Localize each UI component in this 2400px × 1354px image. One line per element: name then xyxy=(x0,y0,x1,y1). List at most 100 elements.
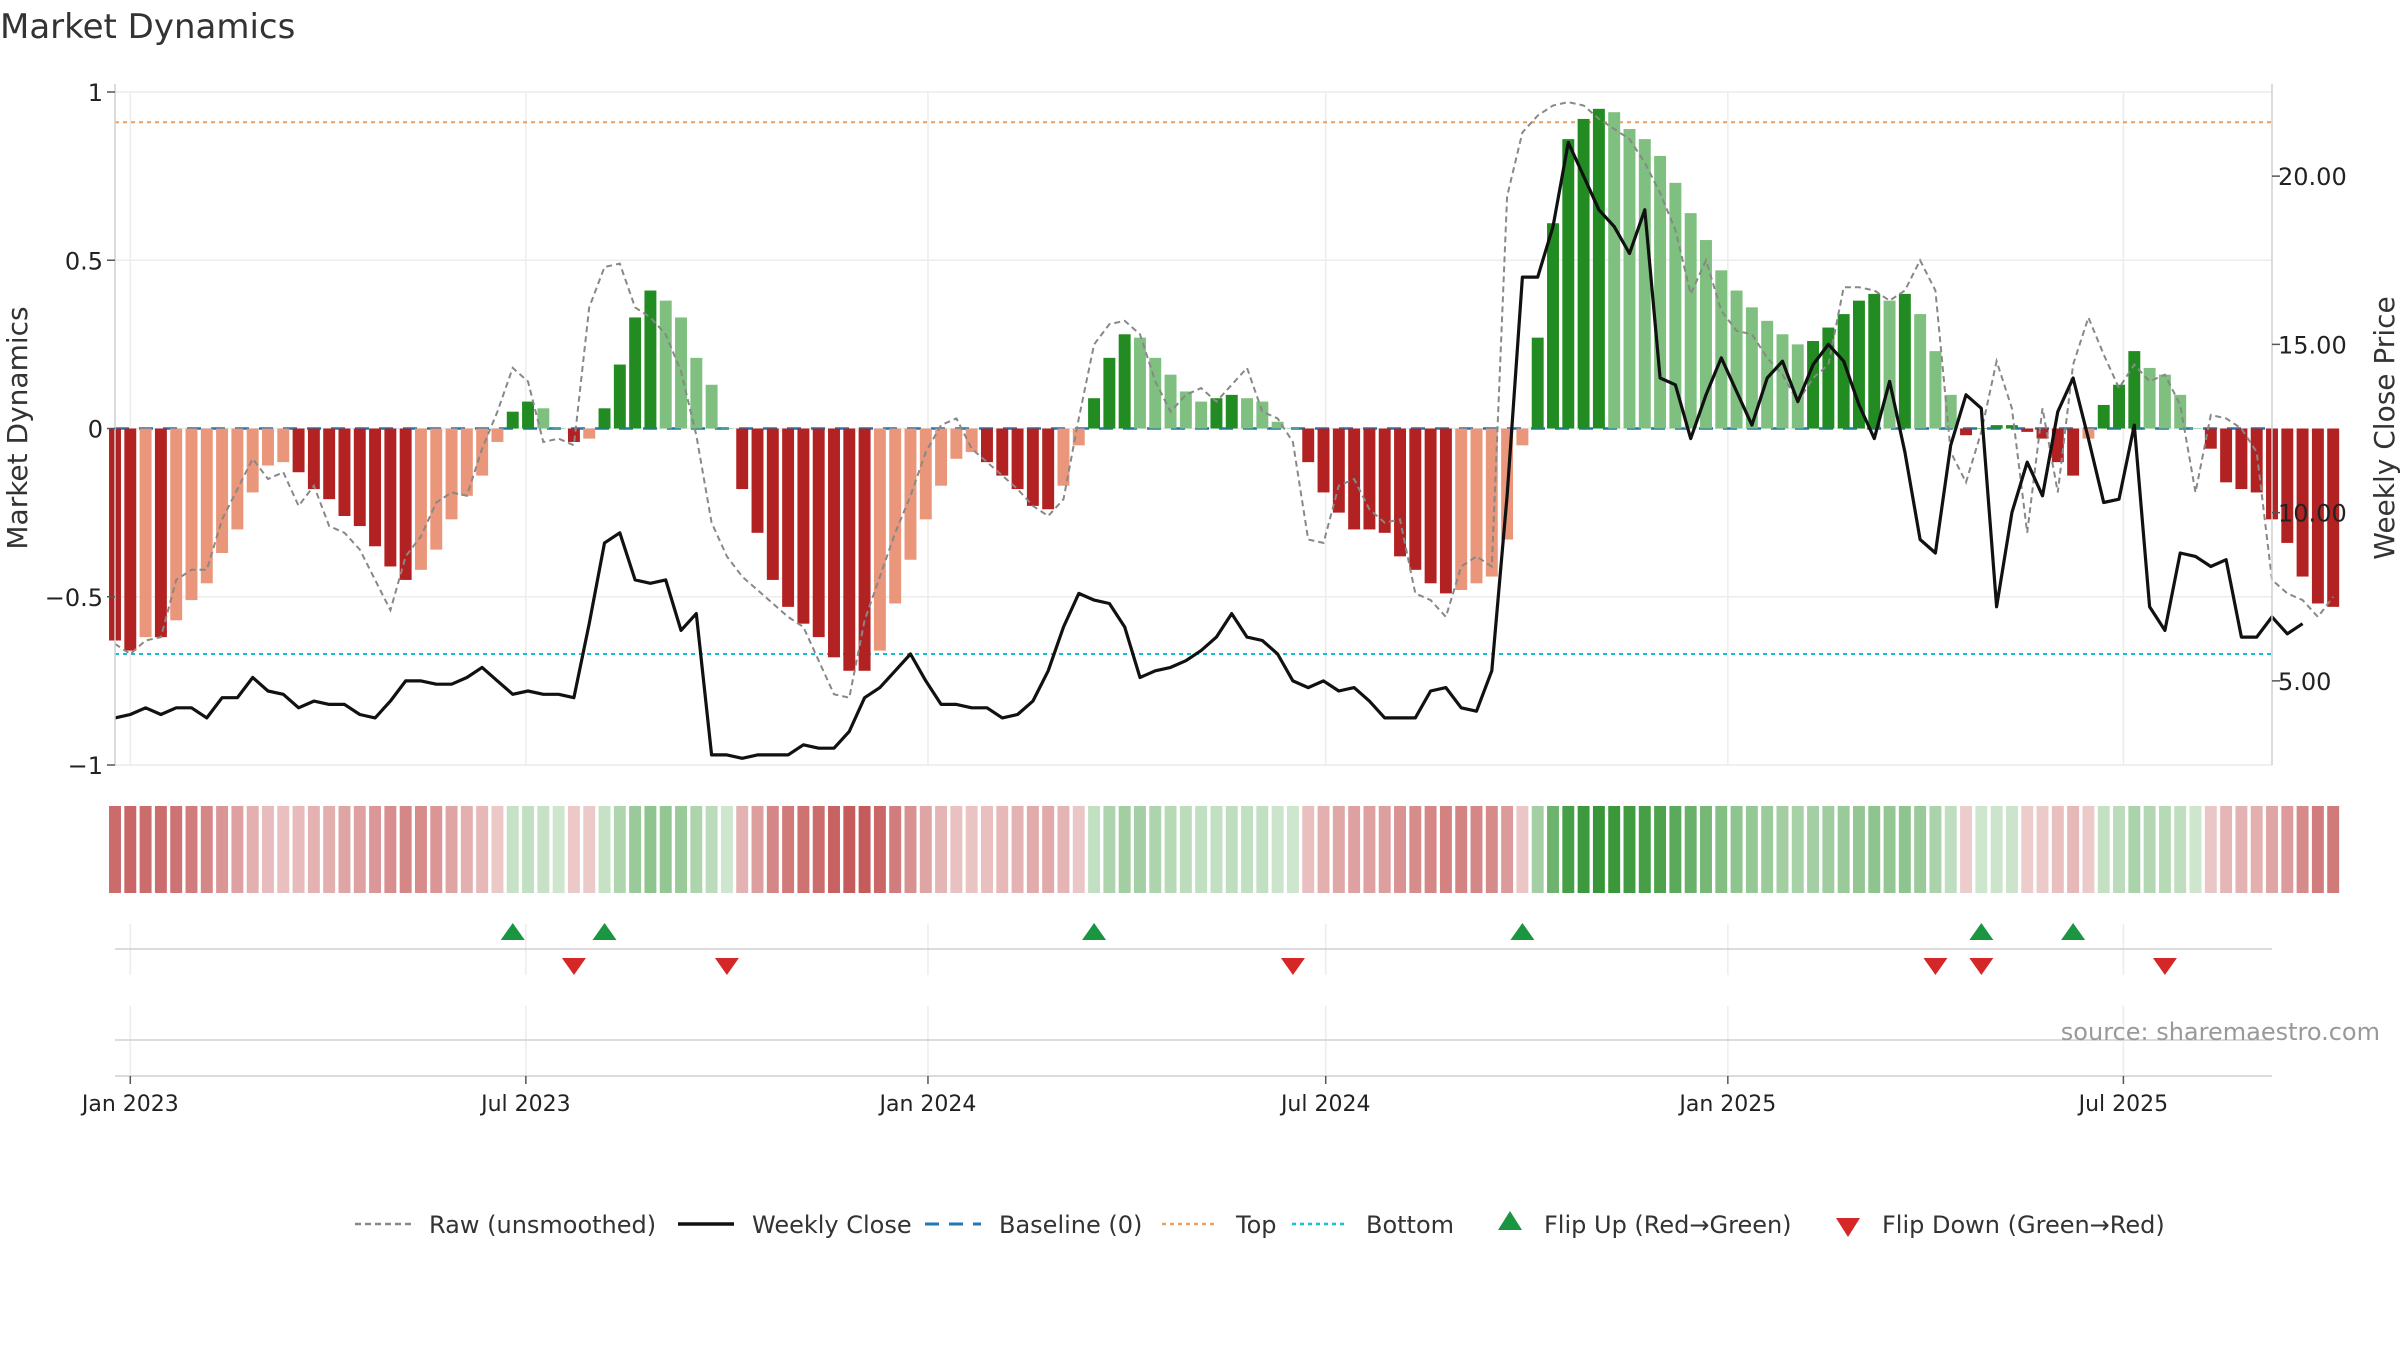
bar xyxy=(460,428,473,496)
bar xyxy=(2113,384,2125,429)
regime-cell xyxy=(1868,806,1881,893)
bar xyxy=(690,357,703,429)
flip-up-marker xyxy=(1510,923,1535,940)
bar xyxy=(445,428,458,520)
regime-cell xyxy=(522,806,535,893)
regime-cell xyxy=(1944,806,1957,893)
regime-cell xyxy=(690,806,703,893)
bar xyxy=(659,300,672,429)
regime-cell xyxy=(1256,806,1269,893)
bar xyxy=(2021,428,2034,432)
regime-cell xyxy=(1562,806,1575,893)
bar xyxy=(1241,398,1254,429)
regime-cell xyxy=(889,806,902,893)
regime-cell xyxy=(277,806,290,893)
regime-cell xyxy=(1776,806,1789,893)
regime-cell xyxy=(2204,806,2217,893)
bar xyxy=(1868,293,1881,429)
regime-cell xyxy=(1516,806,1529,893)
bar xyxy=(644,290,657,429)
bar xyxy=(1654,155,1667,429)
legend-item: Flip Down (Green→Red) xyxy=(1836,1211,2165,1239)
bar xyxy=(200,428,213,584)
regime-cell xyxy=(1501,806,1514,893)
bar xyxy=(1317,428,1330,493)
regime-cell xyxy=(919,806,932,893)
regime-cell xyxy=(1424,806,1437,893)
regime-cell xyxy=(2189,806,2202,893)
reference-lines xyxy=(115,121,2272,655)
regime-cell xyxy=(460,806,473,893)
bar xyxy=(1424,428,1437,584)
bar xyxy=(1210,398,1223,429)
regime-cell xyxy=(1791,806,1804,893)
bar xyxy=(2143,367,2156,429)
regime-cell xyxy=(1730,806,1743,893)
regime-cell xyxy=(414,806,427,893)
grid-layer xyxy=(115,91,2272,1076)
bar xyxy=(1608,112,1621,429)
regime-cell xyxy=(1317,806,1330,893)
weekly-close-line xyxy=(114,140,2304,760)
regime-cell xyxy=(2143,806,2156,893)
bar xyxy=(583,428,596,439)
regime-cell xyxy=(1761,806,1774,893)
bar xyxy=(1562,139,1575,429)
regime-cell xyxy=(1638,806,1651,893)
bar xyxy=(185,428,198,601)
regime-cell xyxy=(262,806,274,893)
regime-cell xyxy=(858,806,871,893)
regime-cell xyxy=(935,806,948,893)
bar xyxy=(720,428,733,429)
bar xyxy=(828,428,840,658)
regime-cell xyxy=(2005,806,2018,893)
regime-cell xyxy=(1348,806,1361,893)
regime-cell xyxy=(1072,806,1085,893)
bar xyxy=(1256,401,1269,429)
bar xyxy=(1179,391,1192,429)
bar xyxy=(2311,428,2324,604)
bar xyxy=(812,428,825,638)
raw-line xyxy=(114,101,2334,699)
regime-cell xyxy=(1929,806,1942,893)
regime-cell xyxy=(139,806,152,893)
legend-label: Baseline (0) xyxy=(999,1211,1142,1239)
regime-cell xyxy=(185,806,198,893)
bar xyxy=(1118,334,1131,429)
bar xyxy=(246,428,259,493)
legend-item: Baseline (0) xyxy=(925,1211,1142,1239)
regime-cell xyxy=(965,806,978,893)
bar xyxy=(1363,428,1376,530)
bar xyxy=(1852,300,1865,429)
regime-cell xyxy=(353,806,366,893)
flip-down-marker xyxy=(561,958,586,975)
regime-cell xyxy=(567,806,580,893)
regime-cell xyxy=(2113,806,2125,893)
bar xyxy=(2235,428,2248,490)
regime-cell xyxy=(1531,806,1544,893)
flip-down-marker xyxy=(2152,958,2177,975)
triangle-up-icon xyxy=(1498,1211,1522,1230)
regime-cell xyxy=(2097,806,2110,893)
bar xyxy=(1225,394,1238,429)
bar xyxy=(858,428,871,671)
bar xyxy=(2189,428,2202,429)
regime-cell xyxy=(491,806,504,893)
regime-cell xyxy=(981,806,993,893)
regime-cell xyxy=(1210,806,1223,893)
regime-cell xyxy=(1164,806,1177,893)
regime-cell xyxy=(1363,806,1376,893)
x-tick-label: Jul 2025 xyxy=(2077,1092,2169,1117)
regime-cell xyxy=(1225,806,1238,893)
legend-item: Top xyxy=(1162,1211,1277,1239)
bar xyxy=(1730,290,1743,429)
y-axis-label: Market Dynamics xyxy=(1,306,34,549)
regime-cell xyxy=(1332,806,1345,893)
regime-cell xyxy=(2327,806,2340,893)
x-tick-label: Jan 2024 xyxy=(878,1092,977,1117)
regime-cell xyxy=(1960,806,1973,893)
legend-item: Weekly Close xyxy=(678,1211,912,1239)
bar xyxy=(1164,374,1177,429)
regime-cell xyxy=(1990,806,2003,893)
